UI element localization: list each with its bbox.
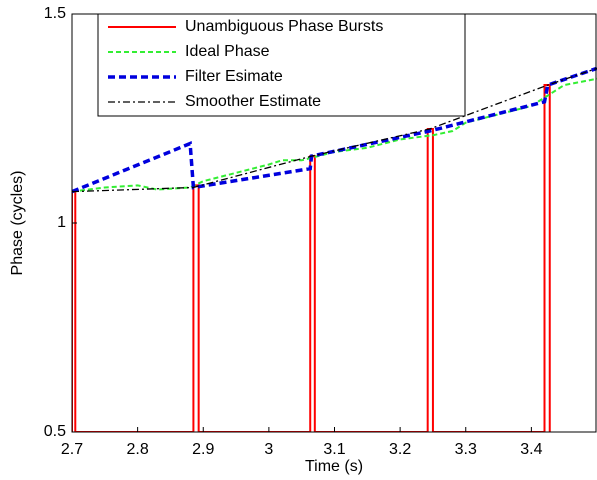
series-line (72, 84, 551, 432)
y-axis-label: Phase (cycles) (9, 171, 26, 276)
y-tick-label: 1.5 (44, 5, 66, 22)
series-line (72, 67, 597, 193)
x-tick-label: 3.1 (323, 441, 345, 458)
x-axis-label: Time (s) (305, 458, 363, 475)
legend-label: Filter Esimate (185, 68, 283, 85)
x-tick-label: 2.8 (127, 441, 149, 458)
x-tick-label: 2.9 (192, 441, 214, 458)
plot-area (72, 66, 597, 432)
x-tick-label: 3 (264, 441, 273, 458)
legend-box (97, 13, 466, 117)
legend-label: Smoother Estimate (185, 93, 321, 110)
x-tick-label: 3.4 (520, 441, 542, 458)
x-tick-label: 3.2 (389, 441, 411, 458)
y-tick-label: 1 (57, 214, 66, 231)
legend-label: Unambiguous Phase Bursts (185, 18, 383, 35)
x-tick-label: 2.7 (61, 441, 83, 458)
legend-label: Ideal Phase (185, 43, 270, 60)
x-tick-label: 3.3 (455, 441, 477, 458)
y-tick-label: 0.5 (44, 423, 66, 440)
